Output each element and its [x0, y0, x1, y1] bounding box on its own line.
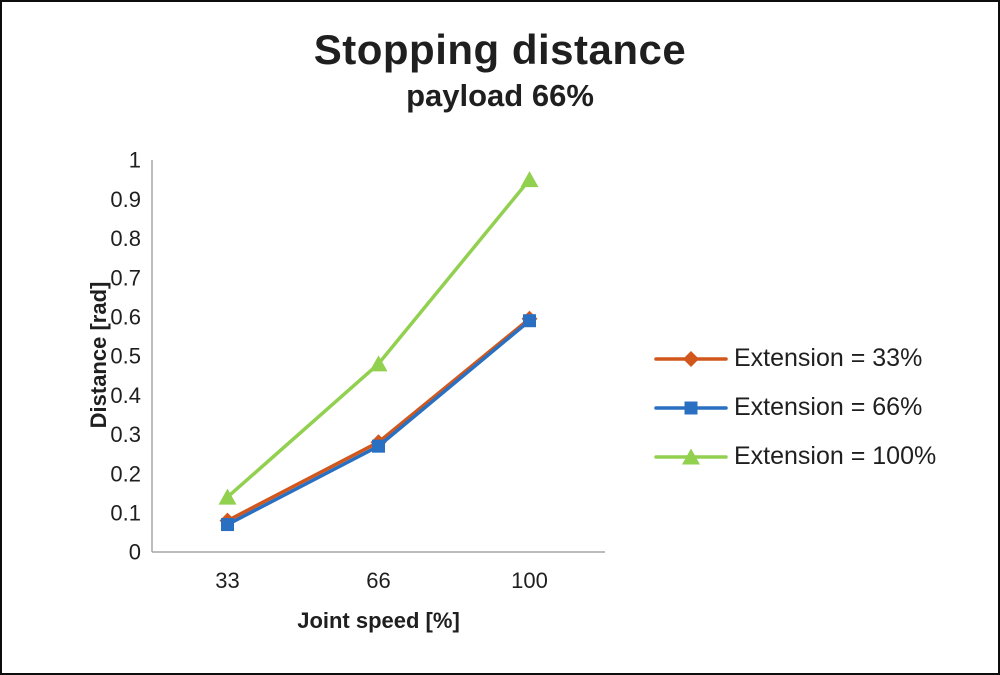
line-chart-plot-area: 0 0.1 0.2 0.3 0.4 0.5 0.6 0.7 0.8 0.9 1 33 66 100: [110, 148, 605, 593]
svg-text:0.9: 0.9: [110, 187, 141, 212]
svg-text:0.2: 0.2: [110, 461, 141, 486]
svg-text:1: 1: [129, 148, 141, 173]
legend-label: Extension = 66%: [734, 393, 923, 421]
legend-label: Extension = 33%: [734, 344, 923, 372]
legend-item: Extension = 100%: [654, 432, 936, 481]
svg-text:0.6: 0.6: [110, 305, 141, 330]
svg-text:0.1: 0.1: [110, 501, 141, 526]
y-axis-title: Distance [rad]: [86, 281, 111, 429]
svg-text:0.3: 0.3: [110, 422, 141, 447]
chart-subtitle: payload 66%: [406, 78, 594, 113]
legend-label: Extension = 100%: [734, 442, 937, 470]
svg-text:0: 0: [129, 540, 141, 565]
x-axis-title: Joint speed [%]: [297, 608, 460, 633]
legend-line-square-icon: [654, 401, 728, 414]
svg-text:0.4: 0.4: [110, 383, 141, 408]
chart-legend: Extension = 33% Extension = 66% Extensio…: [654, 334, 936, 481]
legend-line-triangle-icon: [654, 448, 728, 464]
svg-text:0.5: 0.5: [110, 344, 141, 369]
legend-item: Extension = 33%: [654, 334, 936, 383]
svg-text:33: 33: [215, 568, 239, 593]
svg-text:100: 100: [511, 568, 548, 593]
svg-text:0.8: 0.8: [110, 226, 141, 251]
svg-text:66: 66: [366, 568, 390, 593]
svg-text:0.7: 0.7: [110, 265, 141, 290]
legend-item: Extension = 66%: [654, 383, 936, 432]
legend-line-diamond-icon: [654, 350, 728, 367]
chart-title: Stopping distance: [313, 26, 687, 73]
